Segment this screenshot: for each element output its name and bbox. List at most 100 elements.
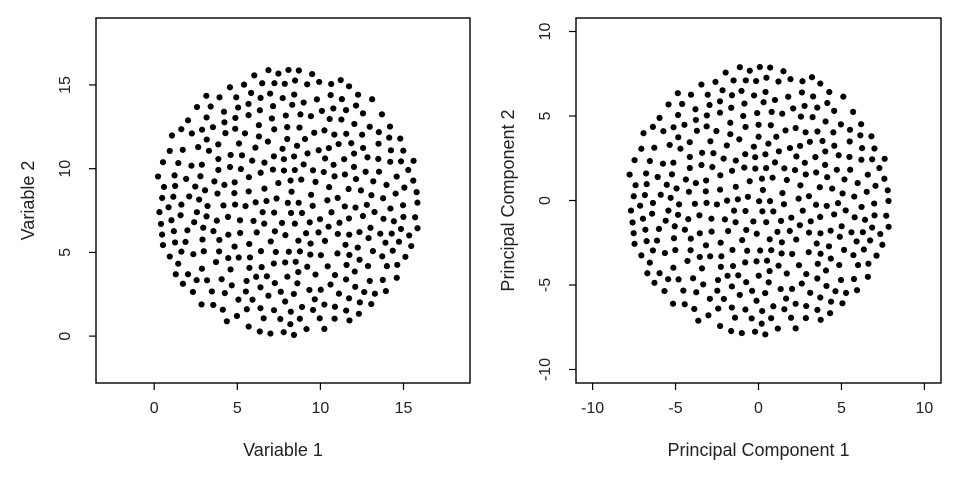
right-data-point: [641, 191, 648, 199]
left-data-point: [387, 205, 394, 212]
right-data-point: [653, 237, 661, 244]
right-data-point: [767, 122, 774, 129]
left-data-point: [386, 134, 393, 141]
left-plot-frame: [95, 17, 471, 384]
left-data-point: [341, 203, 348, 210]
left-data-point: [249, 296, 256, 303]
right-data-point: [698, 265, 706, 272]
right-data-point: [722, 69, 729, 76]
right-data-point: [691, 305, 698, 313]
right-data-point: [791, 166, 799, 174]
right-data-point: [657, 191, 664, 198]
left-data-point: [213, 217, 220, 224]
left-data-point: [345, 185, 352, 193]
left-data-point: [277, 315, 284, 323]
right-data-point: [649, 247, 657, 254]
left-data-point: [367, 224, 374, 231]
right-data-point: [861, 216, 869, 223]
right-data-point: [730, 207, 738, 214]
right-data-point: [714, 287, 721, 294]
right-data-point: [816, 184, 823, 191]
left-data-point: [322, 155, 329, 162]
right-data-point: [859, 229, 866, 236]
right-data-point: [812, 154, 819, 161]
right-data-point: [705, 312, 712, 319]
left-x-axis-label: Variable 1: [243, 440, 323, 460]
left-data-point: [203, 136, 210, 143]
left-data-point: [388, 230, 395, 237]
left-data-point: [265, 67, 272, 74]
right-data-point: [829, 185, 836, 192]
left-data-point: [196, 196, 203, 203]
left-data-point: [219, 306, 226, 313]
left-data-point: [216, 236, 223, 244]
right-data-point: [706, 101, 713, 109]
right-data-point: [646, 157, 653, 165]
left-data-point: [227, 151, 234, 159]
left-data-point: [327, 92, 334, 99]
right-data-point: [842, 207, 849, 214]
left-data-point: [348, 140, 355, 147]
right-data-point: [649, 199, 657, 207]
right-data-point: [779, 189, 786, 197]
left-data-point: [251, 72, 258, 79]
left-data-point: [303, 326, 310, 333]
right-data-point: [838, 223, 845, 230]
left-data-point: [326, 184, 333, 191]
left-data-point: [233, 312, 241, 320]
right-data-point: [673, 185, 680, 192]
left-data-point: [284, 199, 291, 206]
right-data-point: [742, 151, 749, 158]
right-data-point: [790, 105, 797, 112]
left-data-point: [271, 228, 279, 235]
right-data-point: [792, 300, 799, 307]
left-data-point: [387, 147, 395, 154]
left-data-point: [222, 130, 229, 137]
left-data-point: [258, 264, 265, 271]
left-data-point: [334, 230, 341, 238]
left-data-point: [369, 247, 377, 255]
left-data-point: [363, 201, 370, 208]
left-data-point: [405, 166, 412, 174]
left-data-point: [368, 300, 375, 308]
left-data-point: [345, 295, 353, 302]
right-data-point: [740, 112, 747, 120]
left-data-point: [220, 202, 227, 209]
right-data-point: [766, 236, 773, 243]
left-data-point: [321, 127, 328, 134]
left-data-point: [316, 78, 323, 86]
left-x-tick-label: 0: [150, 400, 159, 417]
right-data-point: [803, 302, 810, 310]
right-data-point: [643, 238, 650, 245]
left-data-point: [284, 135, 291, 143]
left-data-point: [364, 154, 371, 161]
left-data-point: [237, 165, 244, 173]
right-data-point: [663, 181, 670, 188]
right-data-point: [787, 76, 794, 83]
left-data-point: [215, 155, 222, 163]
right-data-point: [881, 175, 888, 182]
right-data-point: [746, 178, 753, 185]
left-data-point: [309, 167, 317, 174]
left-data-point: [342, 107, 350, 114]
right-data-point: [631, 240, 638, 247]
left-data-point: [354, 91, 362, 98]
right-data-point: [728, 327, 735, 335]
left-data-point: [341, 171, 349, 178]
right-data-point: [640, 130, 647, 137]
right-data-point: [774, 325, 781, 332]
right-data-point: [799, 78, 806, 85]
left-data-point: [383, 181, 390, 188]
right-data-point: [727, 131, 734, 138]
right-data-point: [813, 240, 820, 247]
right-scatter-panel: -10 -5 0 5 10 -10 -5 0 5 10 Principal Component 1 P…: [498, 17, 942, 460]
left-data-point: [267, 90, 274, 97]
right-data-point: [717, 186, 724, 193]
left-data-point: [235, 104, 242, 111]
left-data-point: [199, 236, 206, 243]
right-data-point: [662, 217, 669, 224]
left-data-point: [160, 183, 168, 191]
right-data-point: [750, 143, 757, 150]
right-data-point: [884, 187, 891, 194]
left-data-point: [189, 288, 197, 296]
